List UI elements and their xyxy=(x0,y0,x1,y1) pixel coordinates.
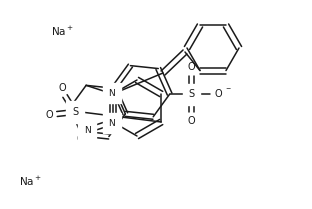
Text: O: O xyxy=(58,83,66,93)
Text: Na$^+$: Na$^+$ xyxy=(51,24,74,38)
Text: O: O xyxy=(188,62,196,72)
Text: O: O xyxy=(76,134,84,144)
Text: O: O xyxy=(215,89,222,99)
Text: N: N xyxy=(108,88,115,98)
Text: S: S xyxy=(188,89,195,99)
Text: N: N xyxy=(84,126,90,135)
Text: O: O xyxy=(188,116,196,126)
Text: N: N xyxy=(108,119,115,127)
Text: S: S xyxy=(72,107,78,117)
Text: $^{-}$: $^{-}$ xyxy=(85,135,92,144)
Text: O: O xyxy=(45,110,53,120)
Text: Na$^+$: Na$^+$ xyxy=(18,175,41,187)
Text: $^{-}$: $^{-}$ xyxy=(225,85,232,94)
